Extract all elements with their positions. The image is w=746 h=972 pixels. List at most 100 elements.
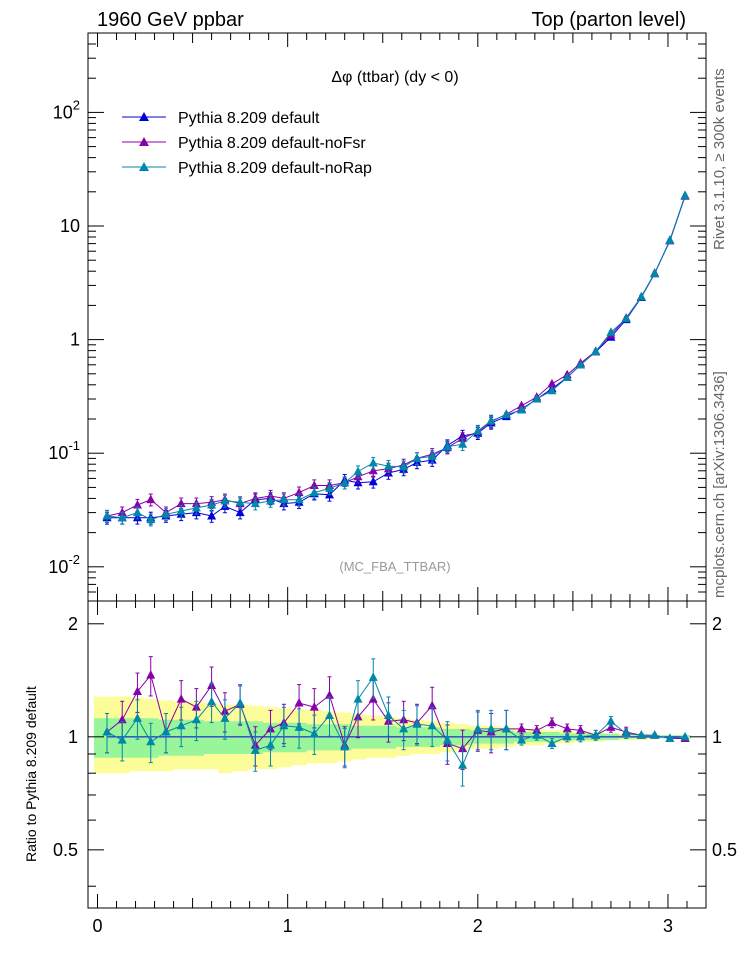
ratio-data-point	[636, 730, 646, 739]
main-data-point	[458, 433, 468, 442]
ratio-data-point	[575, 725, 585, 734]
ratio-data-point	[562, 723, 572, 733]
main-data-point	[368, 465, 378, 475]
ratio-band-inner	[94, 718, 692, 758]
ratio-data-point	[412, 719, 422, 728]
main-data-point	[368, 457, 378, 467]
header-energy: 1960 GeV ppbar	[97, 9, 244, 31]
ratio-data-point	[621, 728, 631, 738]
main-data-point	[501, 409, 511, 419]
ratio-data-point	[324, 690, 334, 699]
ratio-data-point	[146, 670, 156, 679]
rivet-version-label: Rivet 3.1.10, ≥ 300k events	[711, 68, 728, 250]
main-series-2	[102, 190, 690, 527]
main-plot-title: Δφ (ttbar) (dy < 0)	[331, 69, 458, 86]
main-data-point	[132, 507, 142, 517]
main-data-point	[606, 327, 616, 336]
main-data-point	[176, 505, 186, 515]
ratio-data-point	[220, 713, 230, 722]
ratio-y-tick-label: 1	[68, 727, 78, 747]
ratio-data-point	[191, 714, 201, 724]
ratio-y-tick-labels: 0.5 0.5 1 1 2 2	[53, 614, 737, 860]
main-data-point	[294, 494, 304, 504]
x-tick-labels: 0 1 2 3	[92, 916, 672, 936]
main-data-point	[486, 415, 496, 425]
ratio-data-point	[294, 722, 304, 731]
main-series-line	[106, 196, 686, 517]
main-data-point	[562, 372, 572, 381]
main-data-point	[161, 509, 171, 518]
main-data-point	[575, 359, 585, 369]
ratio-data-point	[146, 736, 156, 746]
legend-marker-nofsr	[139, 137, 149, 146]
ratio-data-point	[547, 717, 557, 727]
main-data-point	[117, 512, 127, 522]
ratio-series-line	[106, 676, 686, 767]
legend-entry-default: Pythia 8.209 default	[122, 110, 320, 127]
main-y-tick-label: 102	[53, 97, 80, 122]
main-data-point	[547, 385, 557, 395]
ratio-series-line	[106, 674, 686, 750]
ratio-series-layer	[102, 656, 690, 787]
main-data-point	[340, 477, 350, 487]
main-series-line	[107, 195, 686, 519]
ratio-data-point	[309, 728, 319, 738]
main-series-line	[106, 195, 686, 521]
main-data-point	[235, 507, 245, 517]
ratio-data-point	[517, 735, 527, 744]
main-series-1	[102, 191, 690, 523]
main-y-tick-label: 10	[60, 216, 80, 236]
ratio-y-tick-label-right: 1	[712, 727, 722, 747]
main-y-tick-label: 10-2	[48, 552, 80, 577]
main-data-point	[621, 313, 631, 323]
ratio-data-point	[235, 698, 245, 707]
ratio-plot-frame	[87, 600, 707, 909]
main-axis-ticks	[88, 32, 706, 602]
main-data-point	[412, 453, 422, 462]
ratio-data-point	[309, 702, 319, 711]
main-data-point	[547, 378, 557, 388]
main-data-point	[458, 439, 468, 448]
ratio-data-point	[279, 720, 289, 730]
legend-label-norap: Pythia 8.209 default-noRap	[178, 160, 372, 177]
ratio-data-point	[591, 730, 601, 739]
main-series-layer	[102, 190, 690, 527]
ratio-y-tick-label: 2	[68, 614, 78, 634]
main-data-point	[309, 487, 319, 497]
ratio-data-point	[650, 730, 660, 739]
main-data-point	[636, 291, 646, 301]
x-tick-label: 3	[663, 916, 673, 936]
ratio-data-point	[575, 731, 585, 741]
ratio-data-point	[176, 694, 186, 703]
x-tick-label: 0	[92, 916, 102, 936]
main-data-point	[665, 235, 675, 245]
ratio-data-point	[399, 723, 409, 733]
x-tick-label: 1	[283, 916, 293, 936]
ratio-data-point	[501, 723, 511, 733]
legend-marker-default	[139, 112, 149, 121]
main-data-point	[266, 495, 276, 505]
main-series-0	[102, 190, 690, 525]
ratio-data-point	[250, 745, 260, 754]
ratio-data-point	[532, 725, 542, 734]
main-data-point	[309, 480, 319, 489]
legend-label-nofsr: Pythia 8.209 default-noFsr	[178, 135, 366, 152]
ratio-y-axis-label: Ratio to Pythia 8.209 default	[23, 686, 39, 862]
ratio-data-point	[427, 720, 437, 730]
main-y-tick-labels: 10-2 10-1 1 10 102	[48, 97, 80, 576]
main-data-point	[383, 461, 393, 470]
ratio-data-point	[324, 710, 334, 719]
main-data-point	[650, 268, 660, 277]
main-y-tick-label: 10-1	[48, 438, 80, 463]
main-data-point	[235, 497, 245, 506]
main-data-point	[132, 499, 142, 509]
main-data-point	[517, 405, 527, 414]
main-data-point	[102, 511, 112, 520]
main-data-point	[591, 346, 601, 356]
ratio-data-point	[207, 696, 217, 706]
legend: Pythia 8.209 default Pythia 8.209 defaul…	[122, 110, 372, 177]
main-data-point	[176, 498, 186, 508]
main-data-point	[368, 476, 378, 486]
mcplots-label: mcplots.cern.ch [arXiv:1306.3436]	[711, 371, 728, 598]
